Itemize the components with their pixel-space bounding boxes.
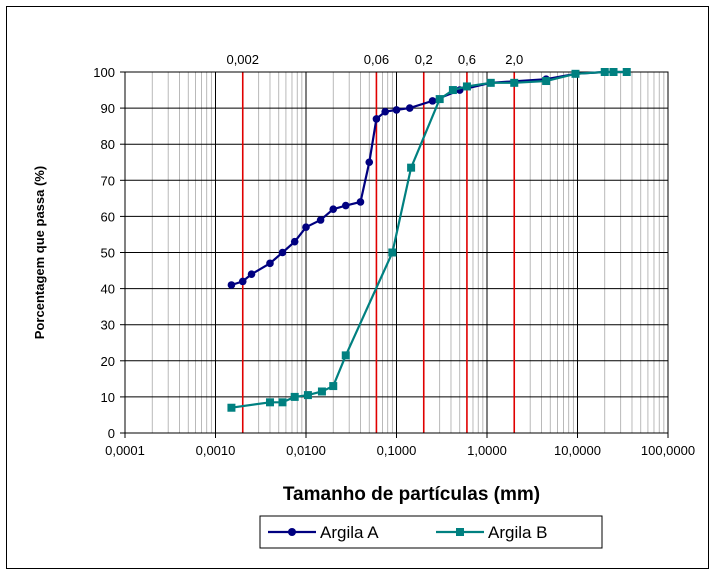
data-point-1: [372, 115, 381, 123]
y-tick-label: 90: [101, 101, 115, 116]
data-point-1: [238, 277, 247, 286]
data-point-2: [290, 392, 299, 401]
data-point-2: [609, 68, 618, 76]
legend-label-2: Argila B: [488, 523, 548, 542]
y-tick-label: 50: [101, 246, 115, 261]
data-point-2: [571, 69, 580, 78]
data-point-1: [247, 270, 256, 278]
x-tick-label: 1,0000: [467, 443, 507, 458]
y-tick-label: 30: [101, 318, 115, 333]
data-point-2: [227, 403, 236, 412]
data-point-2: [303, 391, 312, 400]
grain-size-chart: 0,002 0,06 0,2 0,6 2,0 0 10 20 30 40 50 60 70 80 90 10…: [32, 52, 695, 549]
x-tick-label: 10,0000: [554, 443, 601, 458]
data-point-2: [341, 351, 350, 360]
data-point-1: [302, 223, 310, 232]
data-point-1: [365, 158, 374, 167]
y-axis-title: Porcentagem que passa (%): [32, 166, 47, 339]
data-point-1: [341, 201, 350, 210]
x-tick-label: 100,0000: [641, 443, 695, 458]
y-tick-label: 40: [101, 282, 115, 297]
axis-labels: 0 10 20 30 40 50 60 70 80 90 100 0,0001 0,0010 0,0100…: [32, 65, 695, 505]
data-point-2: [486, 78, 495, 87]
x-axis-title: Tamanho de partículas (mm): [283, 484, 540, 505]
data-point-1: [392, 106, 401, 114]
legend-box: [259, 515, 603, 549]
y-tick-label: 20: [101, 354, 115, 369]
data-point-1: [405, 104, 414, 112]
data-point-2: [278, 398, 287, 407]
data-point-2: [317, 387, 326, 396]
data-series: [227, 68, 631, 412]
data-point-2: [510, 78, 519, 87]
reference-line-label: 0,06: [364, 52, 389, 67]
x-tick-label: 0,0100: [286, 443, 326, 458]
y-tick-label: 10: [101, 390, 115, 405]
data-point-1: [266, 259, 274, 268]
data-point-1: [329, 205, 338, 213]
axes: [120, 71, 669, 438]
data-point-1: [381, 107, 389, 116]
y-tick-label: 60: [101, 209, 115, 224]
x-tick-label: 0,0010: [196, 443, 236, 458]
reference-line-label: 0,6: [458, 52, 476, 67]
reference-line-label: 0,2: [415, 52, 433, 67]
data-point-2: [542, 77, 551, 86]
data-point-1: [278, 248, 287, 257]
data-point-2: [622, 68, 631, 76]
data-point-1: [290, 237, 299, 246]
y-tick-label: 0: [108, 426, 115, 441]
chart-frame: 0,002 0,06 0,2 0,6 2,0 0 10 20 30 40 50 60 70 80 90 10…: [6, 6, 709, 569]
legend-marker-2: [456, 528, 464, 536]
reference-line-label: 0,002: [226, 52, 259, 67]
data-point-2: [388, 248, 397, 257]
data-point-1: [316, 216, 325, 224]
data-point-2: [462, 82, 471, 91]
data-point-2: [435, 95, 444, 104]
data-point-1: [227, 281, 236, 289]
data-point-2: [600, 68, 609, 76]
y-tick-label: 80: [101, 137, 115, 152]
data-point-1: [428, 97, 437, 105]
series-line-1: [231, 70, 627, 287]
x-tick-label: 0,1000: [377, 443, 417, 458]
data-point-2: [265, 398, 274, 407]
legend: Argila A Argila B: [259, 515, 603, 549]
legend-marker-1: [288, 528, 296, 536]
series-line-2: [231, 70, 627, 409]
major-gridlines: [124, 71, 669, 434]
legend-label-1: Argila A: [320, 523, 379, 542]
reference-lines: 0,002 0,06 0,2 0,6 2,0: [226, 52, 523, 433]
y-tick-label: 100: [93, 65, 115, 80]
data-point-1: [356, 198, 365, 206]
x-tick-label: 0,0001: [105, 443, 145, 458]
data-point-2: [407, 163, 416, 172]
data-point-2: [448, 86, 457, 95]
reference-line-label: 2,0: [505, 52, 523, 67]
data-point-2: [329, 382, 338, 391]
y-tick-label: 70: [101, 173, 115, 188]
